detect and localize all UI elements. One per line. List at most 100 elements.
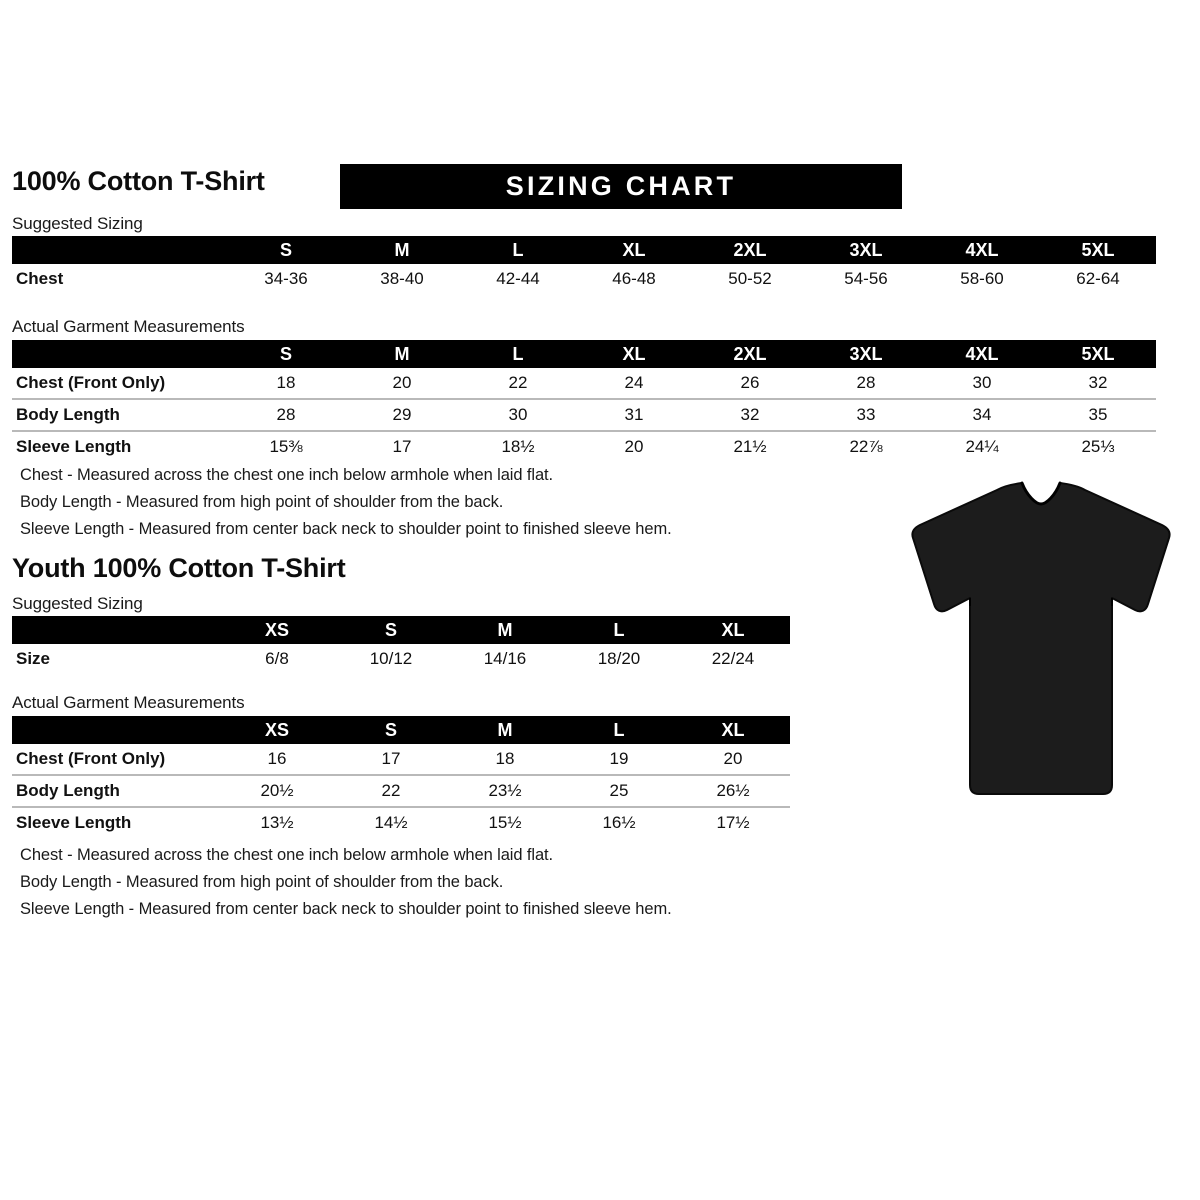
column-header: L	[562, 716, 676, 744]
cell-value: 58-60	[924, 264, 1040, 294]
cell-value: 20	[576, 430, 692, 462]
adult-measurement-notes: Chest - Measured across the chest one in…	[20, 462, 672, 543]
row-label: Sleeve Length	[12, 806, 220, 838]
table-header-row: S M L XL 2XL 3XL 4XL 5XL	[12, 236, 1156, 264]
cell-value: 18	[228, 368, 344, 399]
cell-value: 46-48	[576, 264, 692, 294]
cell-value: 24¼	[924, 430, 1040, 462]
cell-value: 30	[460, 398, 576, 431]
cell-value: 15½	[448, 806, 562, 838]
column-header: M	[448, 616, 562, 644]
column-header: 4XL	[924, 236, 1040, 264]
cell-value: 30	[924, 368, 1040, 399]
column-header	[12, 236, 228, 264]
sizing-chart-banner: SIZING CHART	[340, 164, 902, 209]
cell-value: 23½	[448, 774, 562, 807]
column-header: XL	[676, 716, 790, 744]
column-header	[12, 616, 220, 644]
table-row: Sleeve Length 15⅜ 17 18½ 20 21½ 22⅞ 24¼ …	[12, 430, 1156, 462]
column-header: XL	[676, 616, 790, 644]
table-row: Chest (Front Only) 18 20 22 24 26 28 30 …	[12, 368, 1156, 399]
cell-value: 28	[808, 368, 924, 399]
column-header: S	[228, 236, 344, 264]
adult-actual-measurements-label: Actual Garment Measurements	[12, 317, 245, 336]
cell-value: 20½	[220, 774, 334, 807]
table-row: Chest 34-36 38-40 42-44 46-48 50-52 54-5…	[12, 264, 1156, 294]
column-header: L	[460, 236, 576, 264]
column-header: M	[448, 716, 562, 744]
cell-value: 15⅜	[228, 430, 344, 462]
adult-section-title: 100% Cotton T-Shirt	[12, 166, 265, 196]
cell-value: 16½	[562, 806, 676, 838]
column-header: XS	[220, 616, 334, 644]
cell-value: 17	[334, 744, 448, 775]
table-row: Chest (Front Only) 16 17 18 19 20	[12, 744, 790, 775]
column-header: S	[334, 716, 448, 744]
column-header: 3XL	[808, 340, 924, 368]
table-header-row: S M L XL 2XL 3XL 4XL 5XL	[12, 340, 1156, 368]
column-header	[12, 340, 228, 368]
adult-suggested-sizing-table: S M L XL 2XL 3XL 4XL 5XL Chest 34-36 38-…	[12, 236, 1156, 294]
banner-title: SIZING CHART	[505, 171, 737, 201]
cell-value: 25	[562, 774, 676, 807]
cell-value: 22/24	[676, 644, 790, 674]
cell-value: 18	[448, 744, 562, 775]
row-label: Sleeve Length	[12, 430, 228, 462]
column-header: 5XL	[1040, 340, 1156, 368]
column-header: XS	[220, 716, 334, 744]
cell-value: 54-56	[808, 264, 924, 294]
table-header-row: XS S M L XL	[12, 616, 790, 644]
cell-value: 34-36	[228, 264, 344, 294]
cell-value: 32	[692, 398, 808, 431]
row-label: Size	[12, 644, 220, 674]
cell-value: 16	[220, 744, 334, 775]
adult-suggested-sizing-label: Suggested Sizing	[12, 214, 143, 233]
cell-value: 22	[334, 774, 448, 807]
cell-value: 50-52	[692, 264, 808, 294]
cell-value: 10/12	[334, 644, 448, 674]
column-header: 4XL	[924, 340, 1040, 368]
note-body-length: Body Length - Measured from high point o…	[20, 493, 504, 511]
table-row: Body Length 28 29 30 31 32 33 34 35	[12, 398, 1156, 431]
column-header: L	[460, 340, 576, 368]
column-header: 2XL	[692, 236, 808, 264]
cell-value: 26½	[676, 774, 790, 807]
column-header: 2XL	[692, 340, 808, 368]
cell-value: 17	[344, 430, 460, 462]
cell-value: 25⅓	[1040, 430, 1156, 462]
adult-actual-measurements-table: S M L XL 2XL 3XL 4XL 5XL Chest (Front On…	[12, 340, 1156, 462]
column-header: 5XL	[1040, 236, 1156, 264]
cell-value: 24	[576, 368, 692, 399]
cell-value: 28	[228, 398, 344, 431]
cell-value: 22	[460, 368, 576, 399]
cell-value: 14½	[334, 806, 448, 838]
table-row: Sleeve Length 13½ 14½ 15½ 16½ 17½	[12, 806, 790, 838]
cell-value: 6/8	[220, 644, 334, 674]
column-header: M	[344, 340, 460, 368]
tshirt-illustration	[911, 481, 1171, 795]
product-image-tshirt	[896, 478, 1186, 808]
cell-value: 31	[576, 398, 692, 431]
cell-value: 35	[1040, 398, 1156, 431]
cell-value: 29	[344, 398, 460, 431]
youth-measurement-notes: Chest - Measured across the chest one in…	[20, 842, 672, 923]
cell-value: 18½	[460, 430, 576, 462]
cell-value: 20	[344, 368, 460, 399]
cell-value: 19	[562, 744, 676, 775]
note-chest: Chest - Measured across the chest one in…	[20, 466, 553, 484]
column-header: M	[344, 236, 460, 264]
table-header-row: XS S M L XL	[12, 716, 790, 744]
youth-section-title: Youth 100% Cotton T-Shirt	[12, 553, 346, 583]
row-label: Chest	[12, 264, 228, 294]
cell-value: 17½	[676, 806, 790, 838]
cell-value: 38-40	[344, 264, 460, 294]
cell-value: 34	[924, 398, 1040, 431]
row-label: Body Length	[12, 774, 220, 807]
row-label: Chest (Front Only)	[12, 368, 228, 399]
column-header: 3XL	[808, 236, 924, 264]
row-label: Chest (Front Only)	[12, 744, 220, 775]
table-row: Body Length 20½ 22 23½ 25 26½	[12, 774, 790, 807]
note-body-length: Body Length - Measured from high point o…	[20, 873, 504, 891]
cell-value: 32	[1040, 368, 1156, 399]
